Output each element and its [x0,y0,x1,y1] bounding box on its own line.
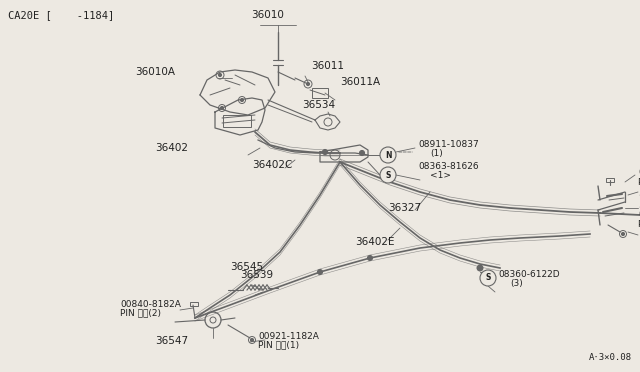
Text: 36545: 36545 [638,188,640,198]
Circle shape [250,339,253,341]
Text: 36547: 36547 [155,336,188,346]
Text: 08911-10837: 08911-10837 [418,140,479,149]
Text: 36538: 36538 [638,200,640,210]
Circle shape [480,270,496,286]
Text: 36011: 36011 [311,61,344,71]
Circle shape [367,256,372,260]
Text: (3): (3) [510,279,523,288]
Text: 00921-11810: 00921-11810 [638,210,640,219]
Circle shape [477,266,483,270]
Circle shape [218,74,221,77]
Text: 36539: 36539 [240,270,273,280]
Circle shape [621,232,625,235]
Text: 36402: 36402 [155,143,188,153]
Text: 36011A: 36011A [340,77,380,87]
Text: S: S [385,170,390,180]
Text: PIN ピン(2): PIN ピン(2) [120,308,161,317]
Text: CA20E [    -1184]: CA20E [ -1184] [8,10,115,20]
Text: PIN ピン(1): PIN ピン(1) [638,177,640,186]
Circle shape [221,106,223,109]
Circle shape [323,150,328,154]
Text: 08363-81626: 08363-81626 [418,162,479,171]
Circle shape [317,269,323,275]
Text: 36545: 36545 [230,262,263,272]
Text: 00840-8182A: 00840-8182A [120,300,181,309]
Text: 00840-8182A: 00840-8182A [638,168,640,177]
Bar [312,88,328,98]
Circle shape [380,147,396,163]
Text: PIN ピン(1): PIN ピン(1) [258,340,299,349]
Circle shape [241,99,243,102]
Text: 36402E: 36402E [355,237,394,247]
Text: 08360-6122D: 08360-6122D [498,270,559,279]
Text: (1): (1) [430,149,443,158]
Text: <1>: <1> [430,171,451,180]
Circle shape [307,83,310,86]
Text: 36010: 36010 [252,10,284,20]
Text: S: S [485,273,491,282]
Circle shape [360,151,365,155]
Bar [223,115,251,127]
Text: 36402C: 36402C [252,160,292,170]
Text: 00921-1182A: 00921-1182A [258,332,319,341]
Bar [606,178,614,182]
Text: PIN ピン(1): PIN ピン(1) [638,219,640,228]
Bar [190,302,198,306]
Text: 36327: 36327 [388,203,421,213]
Circle shape [479,267,481,269]
Text: A·3×0.08: A·3×0.08 [589,353,632,362]
Circle shape [380,167,396,183]
Text: N: N [385,151,391,160]
Text: 36010A: 36010A [135,67,175,77]
Text: 36534: 36534 [302,100,335,110]
